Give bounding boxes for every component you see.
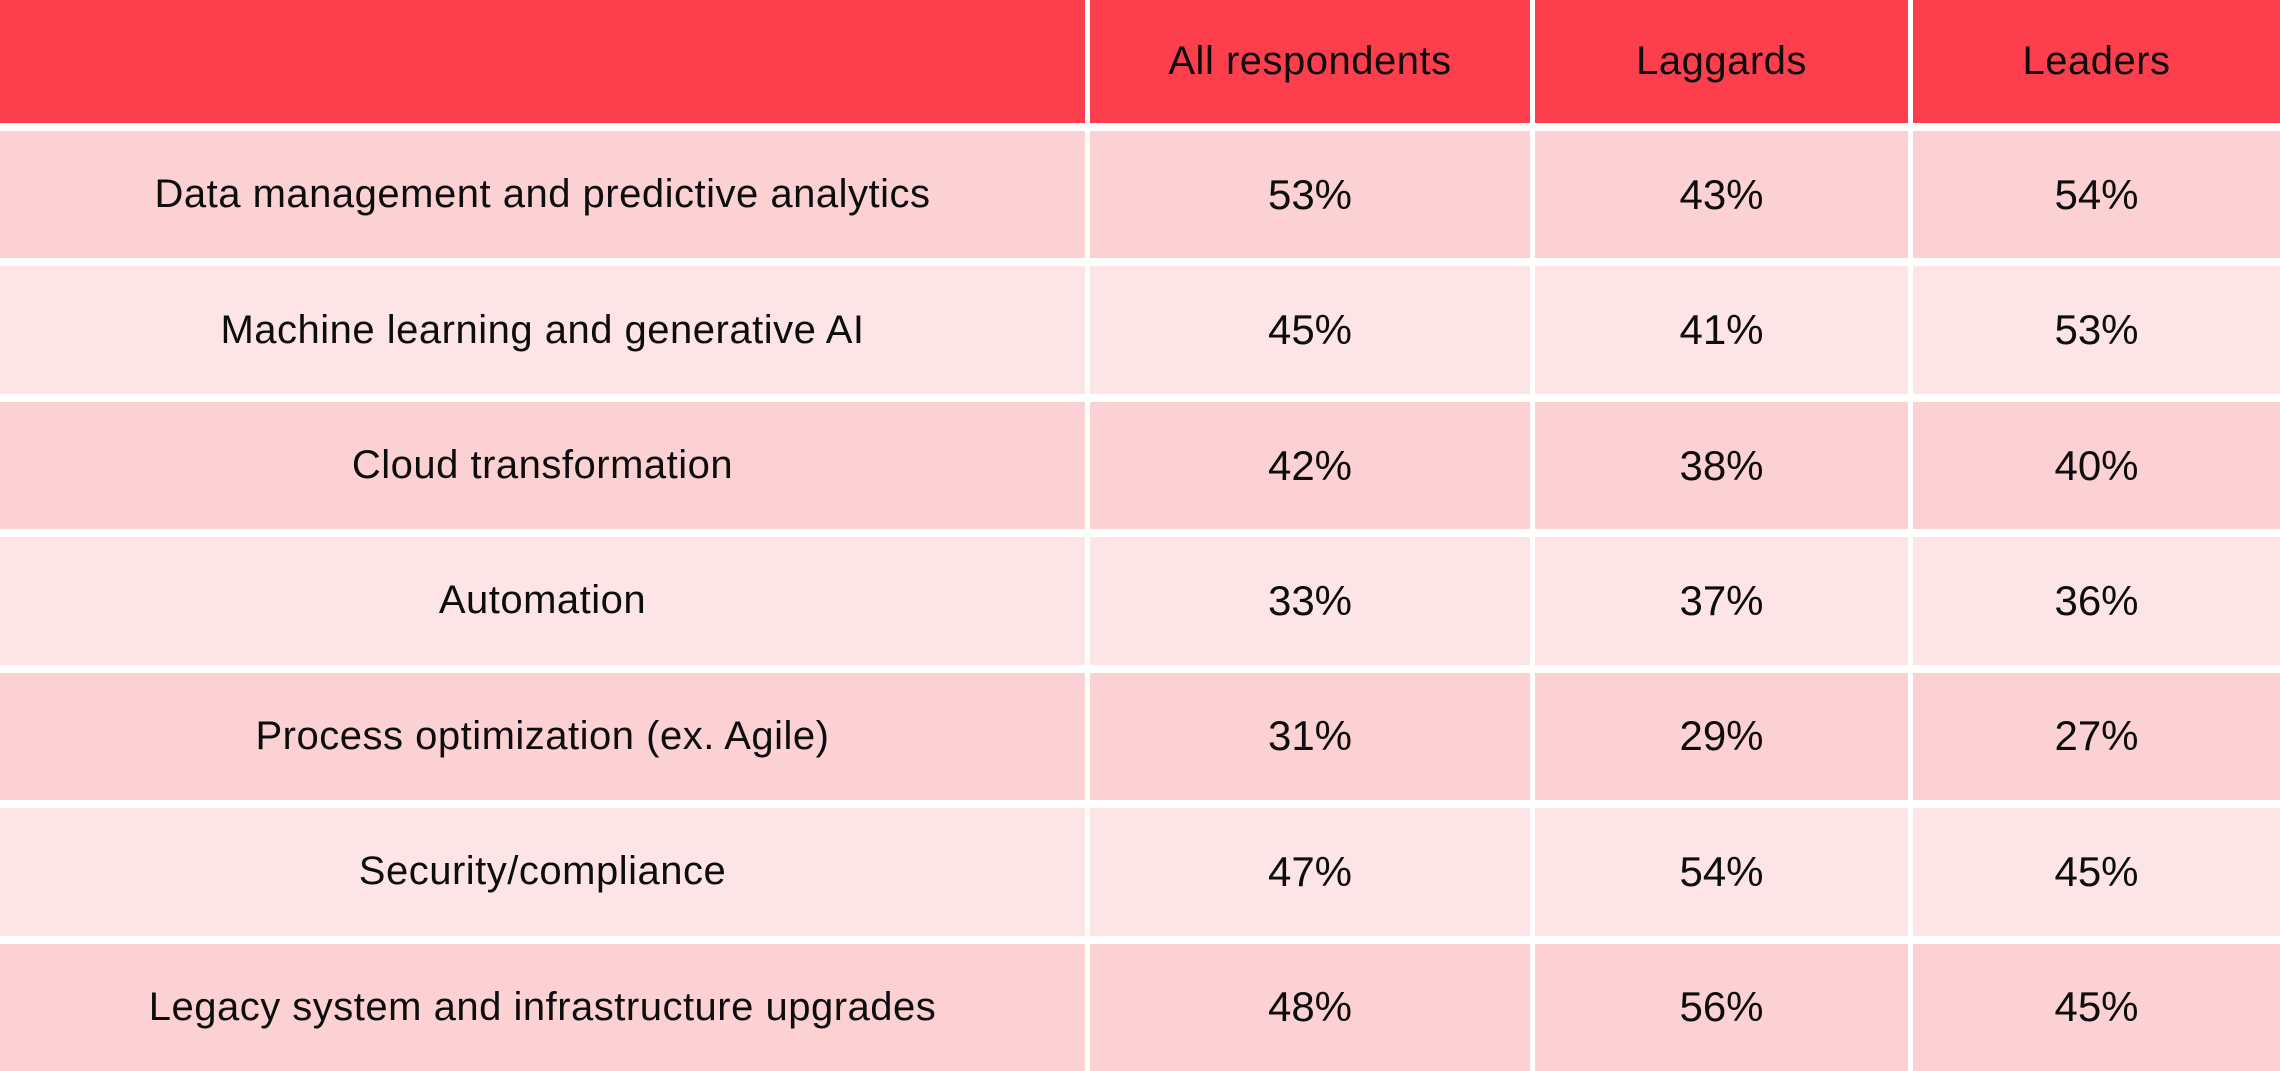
value-cell: 53% [1913,266,2280,394]
value-cell: 41% [1535,266,1908,394]
value-cell: 31% [1090,672,1530,801]
row-label: Machine learning and generative AI [0,266,1085,394]
row-label: Legacy system and infrastructure upgrade… [0,943,1085,1071]
value-cell: 27% [1913,672,2280,801]
row-label: Automation [0,537,1085,665]
value-cell: 56% [1535,943,1908,1071]
value-cell: 54% [1535,808,1908,936]
value-cell: 48% [1090,943,1530,1071]
value-cell: 36% [1913,537,2280,665]
value-cell: 33% [1090,537,1530,665]
column-header-laggards: Laggards [1535,0,1908,123]
value-cell: 47% [1090,808,1530,936]
row-label: Process optimization (ex. Agile) [0,672,1085,801]
value-cell: 54% [1913,131,2280,259]
value-cell: 45% [1090,266,1530,394]
column-header-all-respondents: All respondents [1090,0,1530,123]
corner-header-cell [0,0,1085,123]
value-cell: 45% [1913,943,2280,1071]
column-header-leaders: Leaders [1913,0,2280,123]
value-cell: 45% [1913,808,2280,936]
row-label: Cloud transformation [0,401,1085,530]
value-cell: 29% [1535,672,1908,801]
value-cell: 43% [1535,131,1908,259]
value-cell: 53% [1090,131,1530,259]
row-label: Security/compliance [0,808,1085,936]
value-cell: 37% [1535,537,1908,665]
value-cell: 42% [1090,401,1530,530]
row-label: Data management and predictive analytics [0,131,1085,259]
value-cell: 38% [1535,401,1908,530]
value-cell: 40% [1913,401,2280,530]
